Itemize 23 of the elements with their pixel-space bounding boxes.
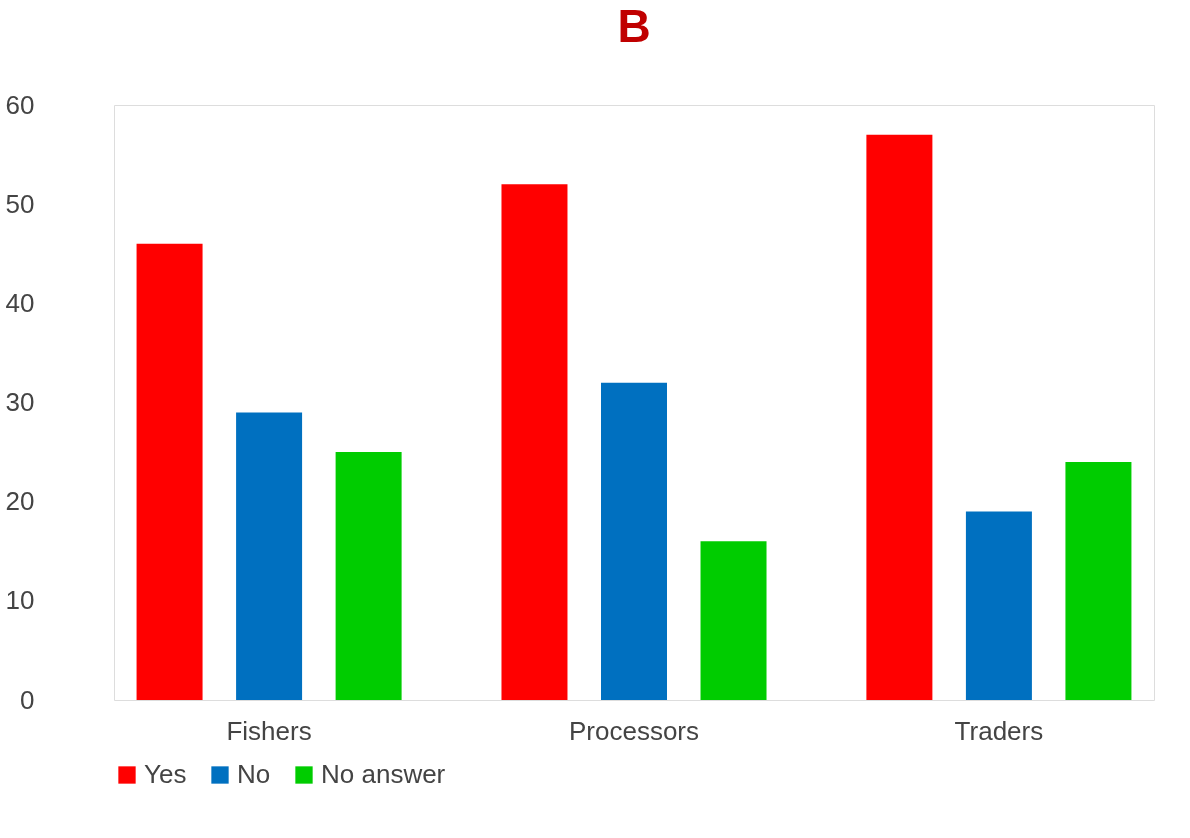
y-tick-label: 60 <box>5 89 35 120</box>
bar <box>1065 462 1132 700</box>
x-tick-label: Traders <box>954 715 1044 746</box>
bar <box>965 511 1032 700</box>
bar <box>236 412 303 700</box>
bar <box>866 134 933 700</box>
legend-label: No <box>237 759 271 789</box>
legend-label: Yes <box>144 759 187 789</box>
y-tick-label: 20 <box>5 486 35 517</box>
bar <box>700 541 767 700</box>
legend-label: No answer <box>321 759 446 789</box>
y-tick-label: 40 <box>5 287 35 318</box>
y-tick-label: 10 <box>5 585 35 616</box>
y-tick-label: 50 <box>5 188 35 219</box>
bar <box>335 452 402 700</box>
x-tick-label: Fishers <box>226 715 312 746</box>
bar <box>136 243 203 700</box>
chart-title: B <box>617 0 651 52</box>
y-tick-label: 30 <box>5 387 35 417</box>
y-tick-label: 0 <box>20 684 35 715</box>
bar <box>501 184 568 700</box>
bar <box>601 382 667 700</box>
x-tick-label: Processors <box>568 715 700 746</box>
